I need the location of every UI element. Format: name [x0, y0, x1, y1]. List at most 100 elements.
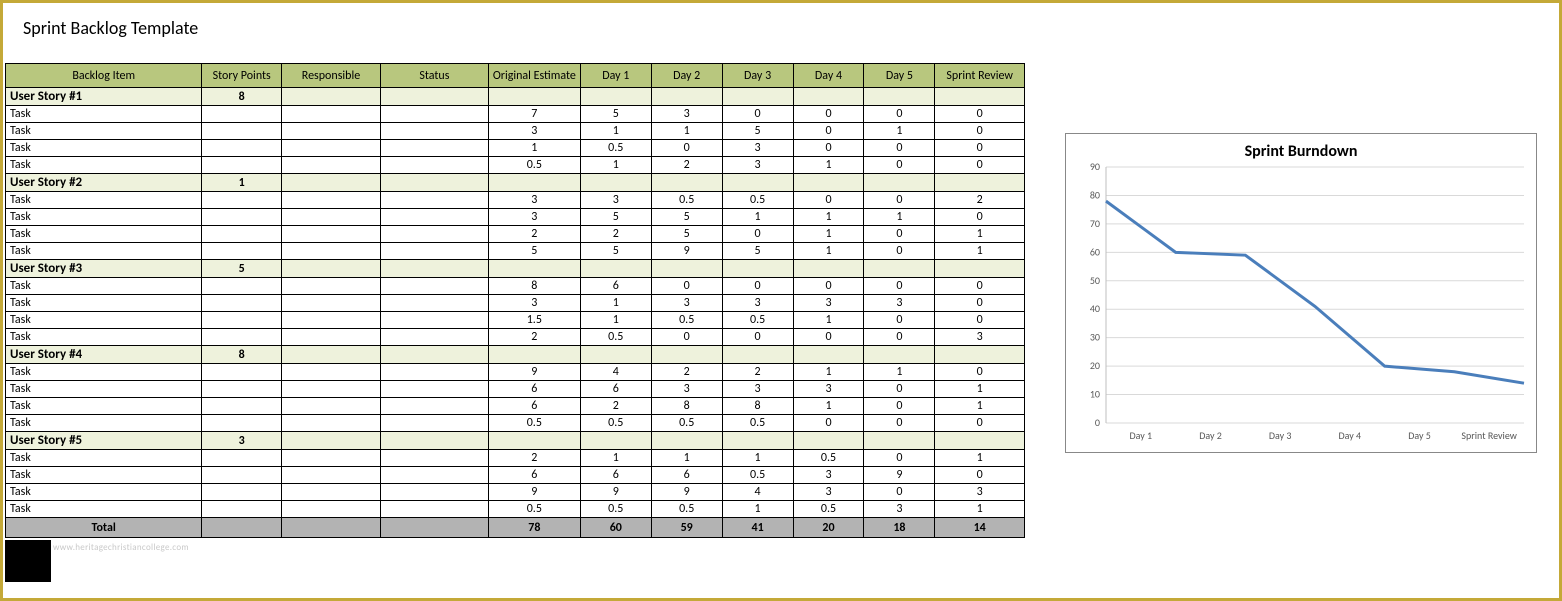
- task-value-cell[interactable]: 1: [580, 123, 651, 140]
- story-empty-cell[interactable]: [935, 88, 1025, 106]
- task-value-cell[interactable]: 0.5: [580, 140, 651, 157]
- task-value-cell[interactable]: 0: [651, 278, 722, 295]
- task-row[interactable]: Task10.503000: [6, 140, 1025, 157]
- story-row[interactable]: User Story #48: [6, 346, 1025, 364]
- task-value-cell[interactable]: 0: [793, 106, 864, 123]
- task-value-cell[interactable]: 5: [580, 106, 651, 123]
- task-row[interactable]: Task0.50.50.510.531: [6, 501, 1025, 518]
- task-value-cell[interactable]: 1: [935, 226, 1025, 243]
- task-value-cell[interactable]: 2: [488, 450, 580, 467]
- task-value-cell[interactable]: 1: [722, 501, 793, 518]
- task-value-cell[interactable]: 0: [722, 329, 793, 346]
- story-empty-cell[interactable]: [864, 260, 935, 278]
- story-points-cell[interactable]: 1: [202, 174, 282, 192]
- story-empty-cell[interactable]: [864, 346, 935, 364]
- task-value-cell[interactable]: 5: [651, 226, 722, 243]
- task-value-cell[interactable]: 1: [793, 364, 864, 381]
- story-empty-cell[interactable]: [722, 88, 793, 106]
- story-name-cell[interactable]: User Story #5: [6, 432, 202, 450]
- story-empty-cell[interactable]: [793, 260, 864, 278]
- task-value-cell[interactable]: 1: [935, 381, 1025, 398]
- task-empty-cell[interactable]: [281, 295, 380, 312]
- story-empty-cell[interactable]: [281, 260, 380, 278]
- story-empty-cell[interactable]: [488, 346, 580, 364]
- column-header[interactable]: Responsible: [281, 64, 380, 88]
- task-value-cell[interactable]: 3: [722, 140, 793, 157]
- story-empty-cell[interactable]: [380, 346, 488, 364]
- story-row[interactable]: User Story #18: [6, 88, 1025, 106]
- task-name-cell[interactable]: Task: [6, 450, 202, 467]
- story-empty-cell[interactable]: [380, 88, 488, 106]
- task-empty-cell[interactable]: [380, 278, 488, 295]
- task-empty-cell[interactable]: [281, 209, 380, 226]
- task-name-cell[interactable]: Task: [6, 243, 202, 260]
- task-empty-cell[interactable]: [380, 484, 488, 501]
- task-value-cell[interactable]: 1: [580, 295, 651, 312]
- task-value-cell[interactable]: 1: [651, 123, 722, 140]
- column-header[interactable]: Original Estimate: [488, 64, 580, 88]
- story-empty-cell[interactable]: [935, 346, 1025, 364]
- task-empty-cell[interactable]: [380, 501, 488, 518]
- task-row[interactable]: Task8600000: [6, 278, 1025, 295]
- task-empty-cell[interactable]: [202, 295, 282, 312]
- task-value-cell[interactable]: 1: [864, 123, 935, 140]
- task-value-cell[interactable]: 1: [722, 209, 793, 226]
- task-value-cell[interactable]: 0.5: [722, 312, 793, 329]
- task-empty-cell[interactable]: [281, 192, 380, 209]
- task-value-cell[interactable]: 9: [651, 243, 722, 260]
- task-empty-cell[interactable]: [202, 381, 282, 398]
- task-value-cell[interactable]: 2: [651, 157, 722, 174]
- column-header[interactable]: Sprint Review: [935, 64, 1025, 88]
- task-value-cell[interactable]: 1: [793, 157, 864, 174]
- task-empty-cell[interactable]: [281, 157, 380, 174]
- story-row[interactable]: User Story #21: [6, 174, 1025, 192]
- task-row[interactable]: Task6288101: [6, 398, 1025, 415]
- task-empty-cell[interactable]: [380, 467, 488, 484]
- task-value-cell[interactable]: 6: [580, 381, 651, 398]
- task-value-cell[interactable]: 0.5: [488, 157, 580, 174]
- task-value-cell[interactable]: 0.5: [580, 329, 651, 346]
- task-value-cell[interactable]: 0.5: [488, 415, 580, 432]
- task-empty-cell[interactable]: [380, 192, 488, 209]
- story-empty-cell[interactable]: [793, 88, 864, 106]
- task-value-cell[interactable]: 9: [488, 484, 580, 501]
- story-name-cell[interactable]: User Story #4: [6, 346, 202, 364]
- task-value-cell[interactable]: 1: [935, 243, 1025, 260]
- column-header[interactable]: Backlog Item: [6, 64, 202, 88]
- story-empty-cell[interactable]: [281, 346, 380, 364]
- task-name-cell[interactable]: Task: [6, 123, 202, 140]
- task-empty-cell[interactable]: [380, 295, 488, 312]
- task-name-cell[interactable]: Task: [6, 157, 202, 174]
- task-value-cell[interactable]: 0: [935, 140, 1025, 157]
- story-empty-cell[interactable]: [722, 432, 793, 450]
- task-value-cell[interactable]: 0: [864, 243, 935, 260]
- column-header[interactable]: Story Points: [202, 64, 282, 88]
- story-empty-cell[interactable]: [651, 88, 722, 106]
- task-value-cell[interactable]: 1: [580, 312, 651, 329]
- task-value-cell[interactable]: 3: [488, 209, 580, 226]
- task-value-cell[interactable]: 6: [488, 467, 580, 484]
- task-value-cell[interactable]: 0: [793, 123, 864, 140]
- task-value-cell[interactable]: 1: [580, 450, 651, 467]
- task-row[interactable]: Task6660.5390: [6, 467, 1025, 484]
- task-value-cell[interactable]: 0.5: [580, 501, 651, 518]
- story-empty-cell[interactable]: [651, 260, 722, 278]
- task-value-cell[interactable]: 1: [793, 209, 864, 226]
- task-value-cell[interactable]: 0: [935, 209, 1025, 226]
- task-value-cell[interactable]: 9: [651, 484, 722, 501]
- task-empty-cell[interactable]: [380, 123, 488, 140]
- task-value-cell[interactable]: 0: [864, 381, 935, 398]
- task-empty-cell[interactable]: [202, 450, 282, 467]
- task-value-cell[interactable]: 2: [488, 329, 580, 346]
- task-row[interactable]: Task9994303: [6, 484, 1025, 501]
- task-empty-cell[interactable]: [202, 123, 282, 140]
- task-value-cell[interactable]: 0.5: [580, 415, 651, 432]
- task-empty-cell[interactable]: [281, 243, 380, 260]
- task-value-cell[interactable]: 4: [722, 484, 793, 501]
- task-row[interactable]: Task2250101: [6, 226, 1025, 243]
- task-value-cell[interactable]: 6: [580, 467, 651, 484]
- task-value-cell[interactable]: 3: [793, 295, 864, 312]
- task-value-cell[interactable]: 3: [793, 381, 864, 398]
- story-row[interactable]: User Story #53: [6, 432, 1025, 450]
- task-empty-cell[interactable]: [281, 140, 380, 157]
